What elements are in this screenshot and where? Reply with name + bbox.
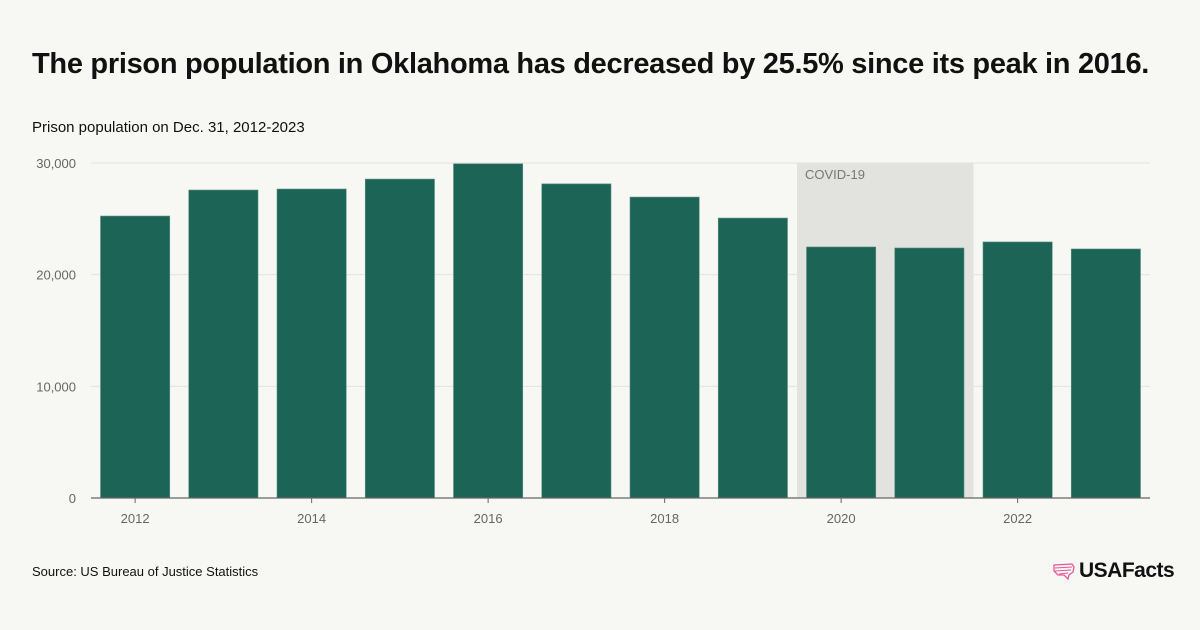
x-tick-label: 2016 (474, 511, 503, 526)
x-tick-label: 2020 (827, 511, 856, 526)
x-tick-label: 2012 (121, 511, 150, 526)
bar-2012 (100, 215, 171, 499)
x-tick-label: 2018 (650, 511, 679, 526)
x-tick-label: 2014 (297, 511, 326, 526)
bar-2023 (1070, 248, 1141, 499)
us-map-flag-icon (1053, 563, 1075, 580)
bar-2020 (806, 246, 877, 499)
bar-2016 (453, 163, 524, 499)
source-note: Source: US Bureau of Justice Statistics (32, 564, 259, 579)
y-tick-label: 10,000 (36, 379, 76, 394)
x-tick-label: 2022 (1003, 511, 1032, 526)
bar-2018 (629, 196, 700, 499)
y-tick-label: 30,000 (36, 156, 76, 171)
covid-label: COVID-19 (805, 167, 865, 182)
logo-text: USAFacts (1079, 559, 1175, 582)
bar-2017 (541, 183, 612, 499)
bar-2015 (364, 178, 435, 499)
chart-title: The prison population in Oklahoma has de… (32, 48, 1150, 80)
chart-subtitle: Prison population on Dec. 31, 2012-2023 (32, 119, 305, 136)
y-tick-label: 0 (69, 491, 76, 506)
y-tick-label: 20,000 (36, 268, 76, 283)
bar-2021 (894, 247, 965, 499)
usafacts-logo: USAFacts (1052, 559, 1175, 583)
bar-2014 (276, 188, 347, 499)
bar-2022 (982, 241, 1053, 499)
bar-2019 (717, 217, 788, 499)
bar-2013 (188, 189, 259, 499)
